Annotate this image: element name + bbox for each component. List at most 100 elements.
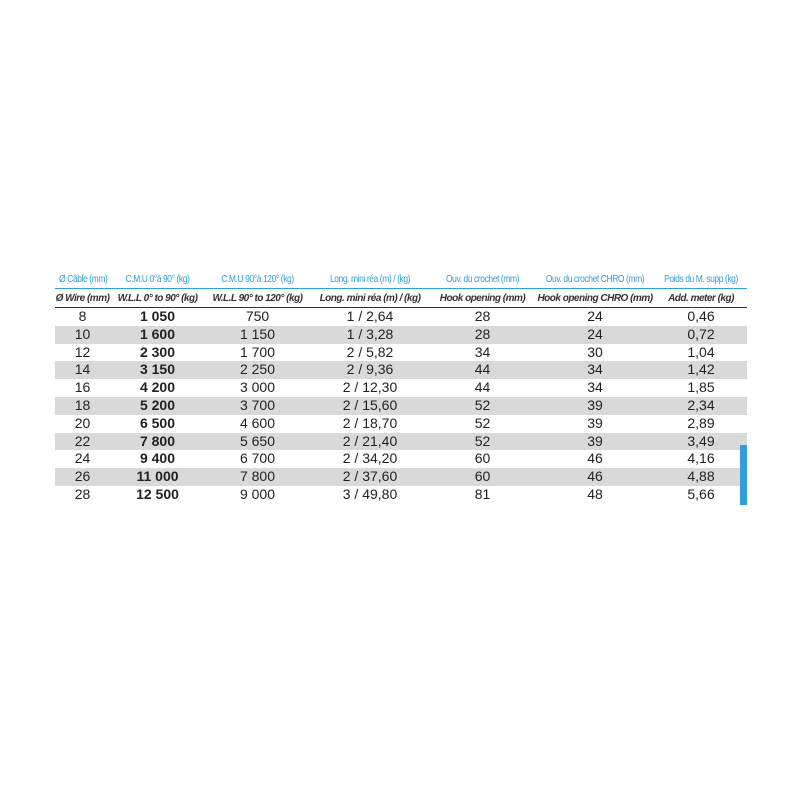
table-cell: 3 700 — [205, 396, 310, 415]
accent-bar — [740, 445, 747, 505]
table-row: 26 11 000 7 800 2 / 37,60 60 46 4,88 — [55, 468, 747, 486]
table-cell: 26 — [55, 468, 110, 486]
table-cell: 60 — [430, 468, 535, 486]
table-row: 14 3 150 2 250 2 / 9,36 44 34 1,42 — [55, 361, 747, 380]
column-header: Poids du M. supp (kg) — [661, 270, 741, 289]
table-cell: 39 — [535, 396, 655, 415]
table-row: 28 12 500 9 000 3 / 49,80 81 48 5,66 — [55, 486, 747, 504]
table-cell: 7 800 — [110, 432, 205, 451]
table-cell: 2 / 21,40 — [310, 432, 430, 451]
table-cell: 39 — [587, 414, 603, 431]
table-cell: 2 / 37,60 — [310, 468, 430, 486]
table-cell: 6 700 — [239, 450, 276, 467]
table-cell: 24 — [74, 450, 91, 467]
table-row: 8 1 050 750 1 / 2,64 28 24 0,46 — [55, 308, 747, 326]
table-cell: 4 200 — [139, 379, 176, 396]
table-cell: 750 — [245, 308, 270, 324]
table-cell: 39 — [535, 432, 655, 451]
table-cell: 1 600 — [110, 325, 205, 344]
table-cell: 34 — [535, 361, 655, 380]
table-cell: 1 050 — [139, 308, 176, 324]
column-header: Hook opening CHRO (mm) — [535, 288, 655, 308]
table-cell: 9 000 — [239, 485, 276, 502]
table-cell: 1,04 — [687, 343, 715, 360]
table-cell: 1 / 2,64 — [346, 308, 394, 324]
table-cell: 9 400 — [139, 450, 176, 467]
table-cell: 18 — [55, 396, 110, 415]
table-cell: 46 — [535, 468, 655, 486]
table-cell: 5 650 — [205, 432, 310, 451]
table-row: 24 9 400 6 700 2 / 34,20 60 46 4,16 — [55, 450, 747, 468]
table-row: 22 7 800 5 650 2 / 21,40 52 39 3,49 — [55, 432, 747, 451]
column-header: Hook opening (mm) — [430, 288, 535, 308]
table-row: 16 4 200 3 000 2 / 12,30 44 34 1,85 — [55, 379, 747, 397]
table-cell: 81 — [474, 485, 491, 502]
table-cell: 34 — [587, 379, 603, 396]
column-header: Ouv. du crochet CHRO (mm) — [544, 270, 646, 289]
table-cell: 2 250 — [205, 361, 310, 380]
table-cell: 44 — [474, 379, 491, 396]
header-row-french: Ø Câble (mm) C.M.U 0°à 90° (kg) C.M.U 90°à… — [55, 270, 747, 289]
table-cell: 1 150 — [205, 325, 310, 344]
table-cell: 7 800 — [205, 468, 310, 486]
table-cell: 1 700 — [239, 343, 276, 360]
column-header: Add. meter (kg) — [655, 288, 747, 308]
table-cell: 46 — [587, 450, 603, 467]
table-cell: 28 — [74, 485, 91, 502]
table-cell: 2,34 — [655, 396, 747, 415]
table-cell: 12 500 — [136, 485, 179, 502]
table-cell: 60 — [474, 450, 491, 467]
column-header: W.L.L 0° to 90° (kg) — [110, 288, 205, 308]
table-cell: 3,49 — [655, 432, 747, 451]
column-header: W.L.L 90° to 120° (kg) — [205, 288, 310, 308]
table-cell: 1,85 — [687, 379, 715, 396]
table-cell: 22 — [55, 432, 110, 451]
table-cell: 5 200 — [110, 396, 205, 415]
table-cell: 11 000 — [110, 468, 205, 486]
table-cell: 3 150 — [110, 361, 205, 380]
table-row: 18 5 200 3 700 2 / 15,60 52 39 2,34 — [55, 396, 747, 415]
table-cell: 2 / 12,30 — [342, 379, 398, 396]
column-header: Ouv. du crochet (mm) — [437, 270, 528, 289]
table-cell: 2 300 — [139, 343, 176, 360]
table-cell: 16 — [74, 379, 91, 396]
table-cell: 4,88 — [655, 468, 747, 486]
table-cell: 12 — [74, 343, 91, 360]
table-cell: 52 — [474, 414, 491, 431]
column-header: Ø Câble (mm) — [59, 270, 108, 289]
table-cell: 52 — [430, 432, 535, 451]
table-cell: 0,72 — [655, 325, 747, 344]
table-cell: 3 / 49,80 — [342, 485, 398, 502]
table-cell: 4 600 — [239, 414, 276, 431]
table-cell: 0,46 — [687, 308, 715, 324]
table-cell: 3 000 — [239, 379, 276, 396]
table-cell: 34 — [474, 343, 491, 360]
table-cell: 30 — [587, 343, 603, 360]
table-cell: 5,66 — [687, 485, 715, 502]
table-cell: 4,16 — [687, 450, 715, 467]
table-cell: 8 — [78, 308, 87, 324]
column-header: C.M.U 90°à 120° (kg) — [212, 270, 303, 289]
table-cell: 44 — [430, 361, 535, 380]
table-cell: 52 — [430, 396, 535, 415]
table-cell: 28 — [430, 325, 535, 344]
table-cell: 2 / 5,82 — [346, 343, 394, 360]
table-cell: 2 / 9,36 — [310, 361, 430, 380]
table-cell: 14 — [55, 361, 110, 380]
table-cell: 48 — [587, 485, 603, 502]
table-row: 20 6 500 4 600 2 / 18,70 52 39 2,89 — [55, 415, 747, 433]
table-cell: 28 — [474, 308, 491, 324]
column-header: Long. mini réa (m) / (kg) — [319, 270, 421, 289]
table-cell: 2 / 34,20 — [342, 450, 398, 467]
table-cell: 24 — [535, 325, 655, 344]
table-cell: 1,42 — [655, 361, 747, 380]
specs-table: Ø Câble (mm) C.M.U 0°à 90° (kg) C.M.U 90°à… — [55, 270, 747, 504]
table-cell: 10 — [55, 325, 110, 344]
table-row: 10 1 600 1 150 1 / 3,28 28 24 0,72 — [55, 325, 747, 344]
table-row: 12 2 300 1 700 2 / 5,82 34 30 1,04 — [55, 344, 747, 362]
table-cell: 20 — [74, 414, 91, 431]
table-cell: 1 / 3,28 — [310, 325, 430, 344]
table-cell: 2 / 18,70 — [342, 414, 398, 431]
column-header: C.M.U 0°à 90° (kg) — [117, 270, 198, 289]
table-cell: 2,89 — [687, 414, 715, 431]
